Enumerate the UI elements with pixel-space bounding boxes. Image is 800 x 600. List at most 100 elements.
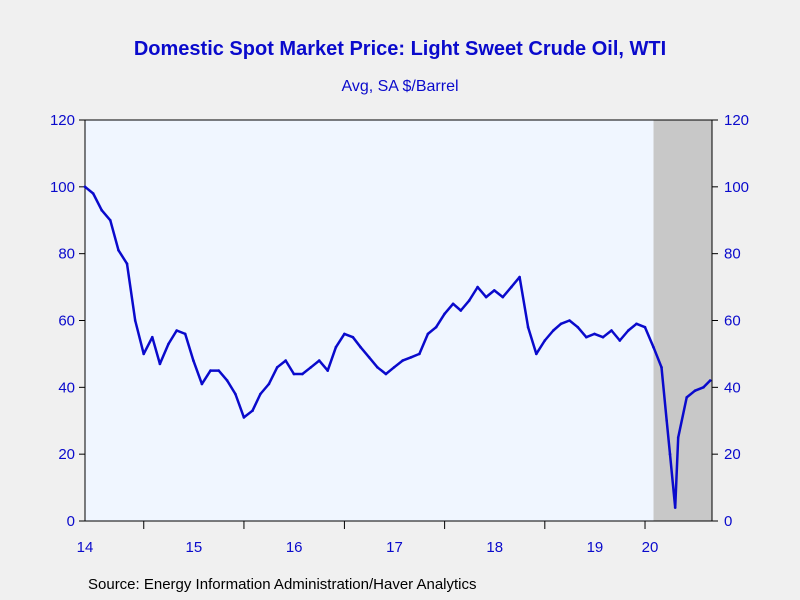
data-point xyxy=(468,299,471,302)
plot-area xyxy=(85,120,712,521)
data-point xyxy=(708,379,712,382)
data-point xyxy=(183,332,187,336)
y-tick-label-right: 60 xyxy=(724,313,741,330)
data-point xyxy=(501,295,505,299)
y-tick-label-left: 80 xyxy=(58,246,75,263)
data-point xyxy=(117,249,120,252)
data-point xyxy=(693,389,697,393)
wti-price-line xyxy=(83,185,712,509)
data-point xyxy=(275,366,279,369)
data-point xyxy=(434,325,438,329)
data-point xyxy=(610,329,613,332)
y-tick-label-right: 100 xyxy=(724,179,749,196)
chart-title: Domestic Spot Market Price: Light Sweet … xyxy=(133,38,667,60)
data-point xyxy=(309,366,313,369)
data-point xyxy=(593,332,596,336)
y-tick-label-left: 40 xyxy=(58,379,75,396)
data-point xyxy=(643,325,647,329)
data-point xyxy=(409,356,413,359)
data-point xyxy=(384,372,388,376)
data-point xyxy=(660,366,663,369)
data-point xyxy=(493,289,496,292)
data-point xyxy=(292,372,296,376)
data-point xyxy=(510,285,513,289)
x-tick-label: 17 xyxy=(386,539,403,556)
source-note: Source: Energy Information Administratio… xyxy=(88,576,477,593)
data-point xyxy=(668,452,672,456)
data-point xyxy=(618,339,622,342)
y-tick-label-left: 60 xyxy=(58,313,75,330)
data-point xyxy=(559,322,563,326)
x-tick-label: 16 xyxy=(286,539,303,556)
data-point xyxy=(476,285,479,289)
data-point xyxy=(334,345,338,349)
data-point xyxy=(234,392,237,396)
data-point xyxy=(568,319,571,322)
data-point xyxy=(100,208,103,212)
data-point xyxy=(343,332,346,336)
data-point xyxy=(535,352,538,356)
data-point xyxy=(109,219,112,222)
data-point xyxy=(225,379,229,382)
y-tick-label-right: 80 xyxy=(724,246,741,263)
data-point xyxy=(125,262,129,266)
data-point xyxy=(209,369,212,372)
data-point xyxy=(351,335,355,339)
data-point xyxy=(552,329,555,332)
y-tick-label-left: 100 xyxy=(50,179,75,196)
data-point xyxy=(158,362,162,366)
data-point xyxy=(702,386,705,389)
data-point xyxy=(376,366,379,369)
data-point xyxy=(484,295,488,299)
y-tick-label-left: 0 xyxy=(67,513,75,530)
data-point xyxy=(200,382,204,386)
recession-shade xyxy=(653,120,712,521)
data-point xyxy=(151,335,154,339)
data-point xyxy=(284,359,288,362)
chart-subtitle: Avg, SA $/Barrel xyxy=(341,78,459,95)
data-point xyxy=(392,366,396,369)
x-tick-label: 15 xyxy=(186,539,203,556)
data-point xyxy=(142,352,145,356)
data-point xyxy=(426,332,430,336)
y-tick-label-right: 20 xyxy=(724,446,741,463)
data-point xyxy=(627,329,630,332)
data-point xyxy=(601,335,605,339)
y-tick-label-left: 20 xyxy=(58,446,75,463)
data-point xyxy=(543,339,547,342)
data-point xyxy=(367,356,371,359)
data-point xyxy=(359,345,362,349)
x-tick-label: 18 xyxy=(486,539,503,556)
data-point xyxy=(317,359,321,362)
data-point xyxy=(83,185,87,189)
data-point xyxy=(217,369,220,372)
data-point xyxy=(167,342,170,346)
data-point xyxy=(326,369,330,372)
data-point xyxy=(267,382,271,386)
data-point xyxy=(635,322,638,326)
data-point xyxy=(401,359,404,362)
data-point xyxy=(192,359,195,362)
x-tick-label: 20 xyxy=(642,539,659,556)
data-point xyxy=(175,329,178,332)
y-tick-label-right: 120 xyxy=(724,112,749,129)
data-point xyxy=(676,436,680,439)
data-point xyxy=(685,396,688,399)
data-point xyxy=(459,309,463,312)
data-point xyxy=(443,312,446,316)
data-point xyxy=(259,392,262,396)
data-point xyxy=(418,352,421,356)
data-point xyxy=(665,419,668,423)
y-tick-label-right: 40 xyxy=(724,379,741,396)
data-point xyxy=(91,192,95,195)
y-tick-label-left: 120 xyxy=(50,112,75,129)
data-point xyxy=(133,319,137,322)
data-point xyxy=(451,302,455,306)
data-point xyxy=(585,335,588,339)
data-point xyxy=(242,416,246,419)
data-point xyxy=(673,506,677,509)
x-tick-label: 19 xyxy=(587,539,604,556)
data-point xyxy=(301,372,304,376)
y-tick-label-right: 0 xyxy=(724,513,732,530)
